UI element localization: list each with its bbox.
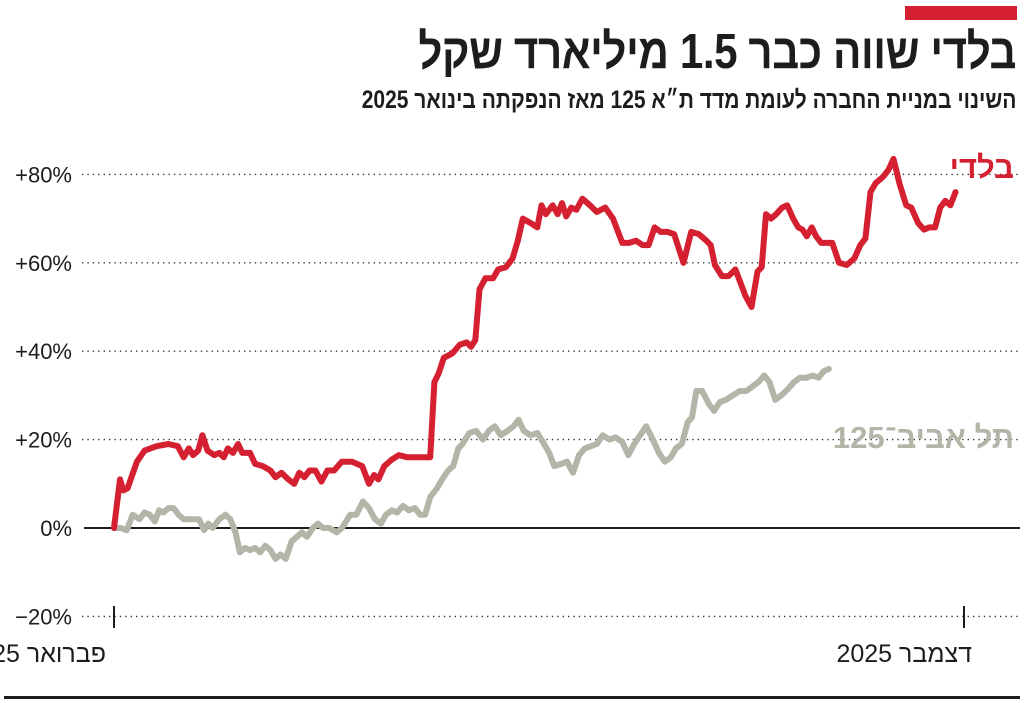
- series-lines: [111, 155, 959, 562]
- y-axis-labels: +80% +60% +40% +20% 0% −20%: [15, 162, 72, 629]
- bottom-rule: [4, 696, 1020, 699]
- gridlines: [82, 173, 1020, 618]
- baladi-line: [111, 155, 959, 531]
- y-tick-label: +60%: [15, 251, 72, 276]
- x-label-end: דצמבר 2025: [836, 640, 972, 668]
- y-tick-label: −20%: [15, 604, 72, 629]
- y-tick-label: +40%: [15, 339, 72, 364]
- y-tick-label: +20%: [15, 428, 72, 453]
- chart-title: בלדי שווה כבר 1.5 מיליארד שקל: [418, 25, 1016, 79]
- legend-baladi: בלדי: [950, 150, 1014, 185]
- ta125-line: [111, 365, 832, 562]
- legend-ta125: תל אביב־125: [833, 420, 1014, 455]
- y-tick-label: +80%: [15, 162, 72, 187]
- x-label-start: פברואר 2025: [0, 640, 106, 668]
- y-tick-label: 0%: [40, 516, 72, 541]
- chart-subtitle: השינוי במניית החברה לעומת מדד ת״א 125 מא…: [361, 86, 1016, 114]
- accent-bar: [905, 6, 1017, 20]
